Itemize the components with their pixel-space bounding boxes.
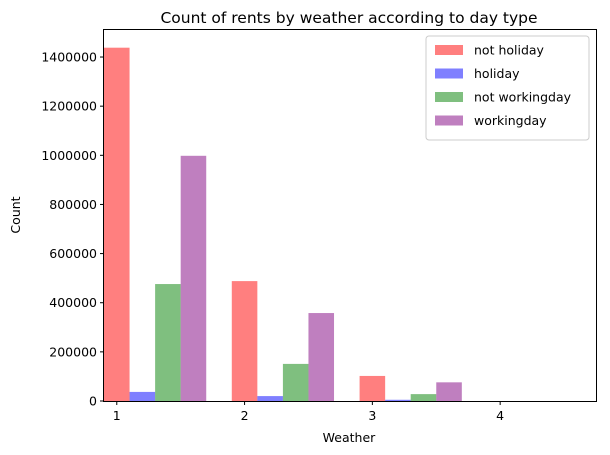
legend-swatch-not-workingday — [435, 92, 463, 102]
legend-swatch-not-holiday — [435, 45, 463, 55]
legend: not holiday holiday not workingday workingd… — [425, 35, 590, 141]
bar-holiday-1 — [129, 391, 156, 401]
x-axis-ticks: 1 2 3 4 — [113, 401, 504, 423]
x-tick-label: 3 — [368, 408, 376, 423]
bar-workingday-1 — [180, 155, 207, 401]
legend-label-holiday: holiday — [474, 66, 520, 81]
bar-not-workingday-2 — [282, 363, 309, 401]
bar-not-workingday-1 — [155, 284, 181, 401]
plot-frame — [103, 29, 597, 402]
y-axis-label: Count — [8, 196, 23, 233]
bars-group — [104, 47, 462, 402]
y-tick-label: 800000 — [49, 197, 97, 212]
legend-swatch-holiday — [435, 68, 463, 79]
legend-label-not-holiday: not holiday — [474, 43, 545, 58]
bar-not-holiday-2 — [231, 281, 258, 401]
legend-frame — [425, 35, 590, 141]
y-tick-label: 400000 — [49, 295, 97, 310]
bar-not-holiday-1 — [104, 47, 130, 402]
y-tick-label: 1000000 — [41, 148, 97, 163]
legend-label-not-workingday: not workingday — [474, 90, 572, 105]
x-tick-label: 1 — [113, 408, 121, 423]
y-tick-label: 1400000 — [41, 50, 97, 65]
x-tick-label: 4 — [496, 408, 504, 423]
bar-holiday-2 — [257, 396, 283, 401]
chart-title: Count of rents by weather according to d… — [160, 9, 537, 27]
legend-swatch-workingday — [435, 115, 463, 126]
bar-workingday-3 — [436, 382, 462, 401]
legend-label-workingday: workingday — [474, 113, 547, 128]
y-tick-label: 600000 — [49, 246, 97, 261]
bar-not-workingday-3 — [410, 394, 437, 401]
x-tick-label: 2 — [241, 408, 249, 423]
y-tick-label: 0 — [89, 394, 97, 409]
bar-workingday-2 — [308, 313, 335, 401]
bar-holiday-3 — [385, 399, 411, 401]
y-tick-label: 200000 — [49, 344, 97, 359]
x-axis-label: Weather — [323, 430, 376, 445]
y-tick-label: 1200000 — [41, 99, 97, 114]
y-axis-ticks: 0 200000 400000 600000 800000 1000000 1200000 1… — [41, 50, 104, 409]
bar-not-holiday-3 — [359, 375, 386, 401]
